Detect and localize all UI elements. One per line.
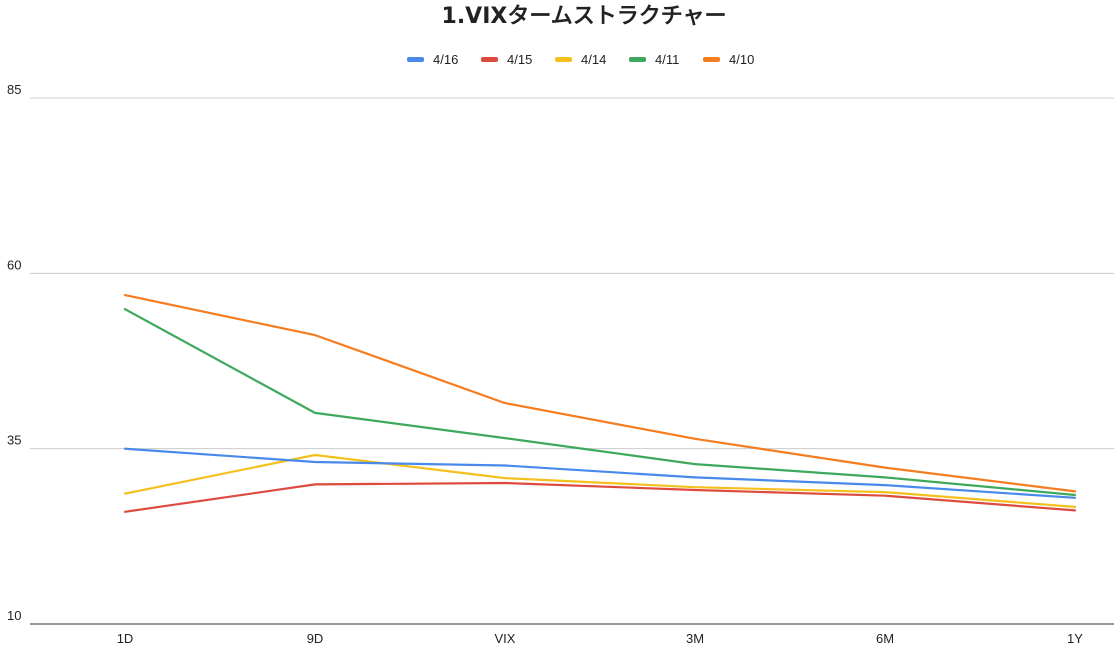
y-tick-label-60: 60 (7, 257, 21, 272)
series-line-4-11[interactable] (123, 308, 1077, 497)
legend-swatch (629, 57, 646, 62)
series-line-4-15[interactable] (123, 481, 1077, 513)
legend-item-4-14[interactable]: 4/14 (555, 52, 606, 67)
x-tick-label-1y: 1Y (1067, 631, 1083, 646)
legend-label: 4/14 (581, 52, 606, 67)
series-line-4-14[interactable] (123, 453, 1077, 508)
legend: 4/16 4/15 4/14 4/11 4/10 (407, 52, 754, 67)
x-tick-label-9d: 9D (307, 631, 324, 646)
x-tick-label-6m: 6M (876, 631, 894, 646)
series-lines (123, 294, 1077, 513)
x-axis-tick-labels: 1D 9D VIX 3M 6M 1Y (117, 631, 1084, 646)
legend-label: 4/15 (507, 52, 532, 67)
legend-label: 4/10 (729, 52, 754, 67)
x-tick-label-1d: 1D (117, 631, 134, 646)
chart-title: 1.VIXタームストラクチャー (442, 4, 727, 29)
legend-swatch (555, 57, 572, 62)
legend-swatch (703, 57, 720, 62)
legend-swatch (407, 57, 424, 62)
legend-item-4-16[interactable]: 4/16 (407, 52, 458, 67)
series-line-4-16[interactable] (123, 447, 1077, 499)
y-axis-tick-labels: 10 35 60 85 (7, 82, 21, 623)
x-tick-label-3m: 3M (686, 631, 704, 646)
legend-item-4-15[interactable]: 4/15 (481, 52, 532, 67)
legend-item-4-11[interactable]: 4/11 (629, 52, 679, 67)
series-line-4-10[interactable] (123, 294, 1077, 493)
x-tick-label-vix: VIX (495, 631, 516, 646)
gridlines (30, 97, 1114, 625)
legend-label: 4/16 (433, 52, 458, 67)
legend-swatch (481, 57, 498, 62)
legend-label: 4/11 (655, 52, 679, 67)
y-tick-label-85: 85 (7, 82, 21, 97)
legend-item-4-10[interactable]: 4/10 (703, 52, 754, 67)
y-tick-label-35: 35 (7, 433, 21, 448)
y-tick-label-10: 10 (7, 608, 21, 623)
